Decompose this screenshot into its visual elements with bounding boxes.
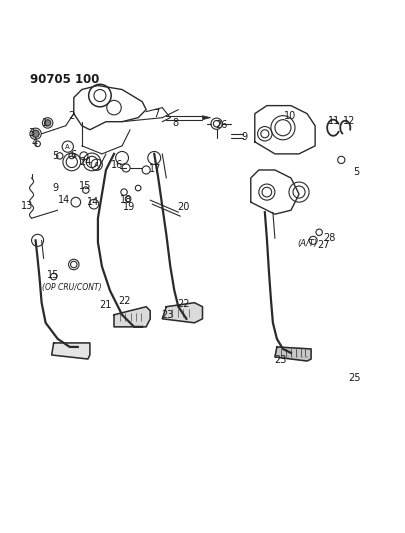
Text: (OP CRU/CONT): (OP CRU/CONT) xyxy=(42,284,102,292)
Text: 5: 5 xyxy=(353,167,359,177)
Circle shape xyxy=(45,120,51,126)
Text: 90705 100: 90705 100 xyxy=(30,73,99,86)
Text: 10: 10 xyxy=(284,111,296,122)
Text: 18: 18 xyxy=(120,195,132,205)
Text: 15: 15 xyxy=(47,270,59,280)
Text: 23: 23 xyxy=(161,310,173,320)
Text: 7: 7 xyxy=(153,109,160,119)
Text: 2: 2 xyxy=(69,111,75,122)
Text: 27: 27 xyxy=(317,240,329,250)
Text: 25: 25 xyxy=(348,373,361,383)
Text: 22: 22 xyxy=(177,298,190,309)
Text: 4: 4 xyxy=(31,138,37,148)
Text: 28: 28 xyxy=(323,232,335,243)
Text: 6: 6 xyxy=(70,150,76,160)
Text: 26: 26 xyxy=(215,120,228,130)
Text: 9: 9 xyxy=(53,183,59,193)
Text: 3: 3 xyxy=(28,128,34,138)
Text: 23: 23 xyxy=(275,355,287,365)
Text: 15: 15 xyxy=(79,181,91,191)
Text: (A/T): (A/T) xyxy=(297,239,317,248)
Text: 14: 14 xyxy=(58,195,70,205)
Text: 9: 9 xyxy=(242,132,248,142)
Polygon shape xyxy=(162,303,202,323)
Text: 1: 1 xyxy=(42,117,48,127)
Text: 22: 22 xyxy=(118,296,130,306)
Text: 24: 24 xyxy=(79,157,91,167)
Text: A: A xyxy=(94,161,99,168)
Polygon shape xyxy=(202,116,211,120)
Circle shape xyxy=(32,130,39,138)
Text: 11: 11 xyxy=(328,116,341,126)
Text: 20: 20 xyxy=(177,202,190,212)
Text: 17: 17 xyxy=(149,164,161,174)
Polygon shape xyxy=(52,343,90,359)
Text: 12: 12 xyxy=(343,116,356,126)
Text: 8: 8 xyxy=(172,117,178,127)
Text: A: A xyxy=(65,143,70,150)
Polygon shape xyxy=(114,306,150,327)
Text: 19: 19 xyxy=(123,202,135,212)
Text: 16: 16 xyxy=(111,160,124,170)
Polygon shape xyxy=(275,347,311,361)
Text: 5: 5 xyxy=(53,151,59,161)
Text: 21: 21 xyxy=(99,300,111,310)
Text: 13: 13 xyxy=(21,201,34,211)
Text: 14: 14 xyxy=(87,197,99,207)
